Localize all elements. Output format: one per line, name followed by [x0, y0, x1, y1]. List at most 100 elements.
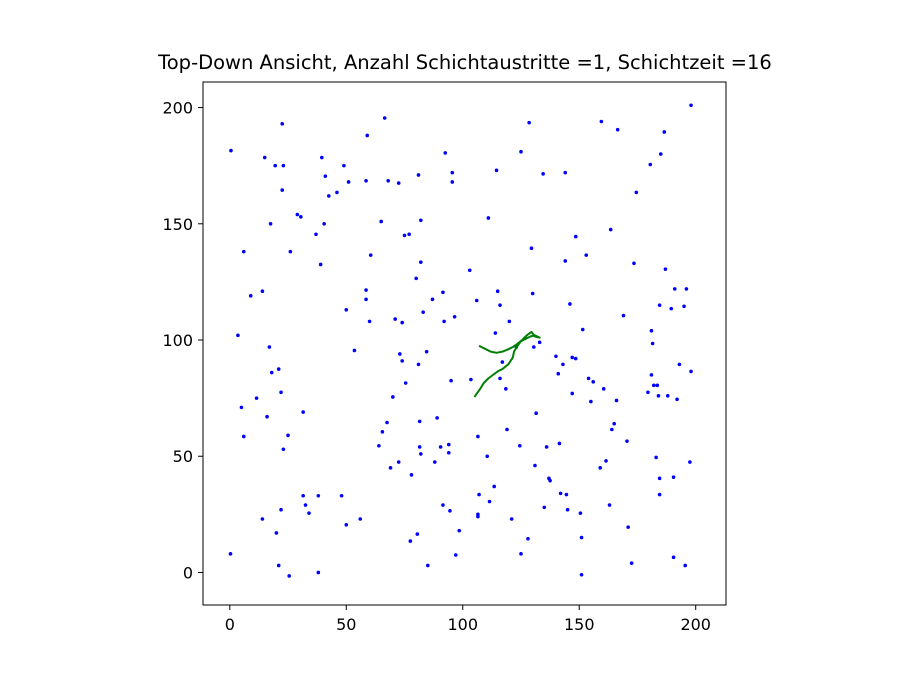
scatter-point	[344, 523, 349, 527]
scatter-point	[260, 517, 265, 521]
x-tick-label: 150	[564, 615, 595, 634]
scatter-point	[599, 119, 604, 124]
scatter-point	[265, 414, 269, 419]
scatter-point	[377, 443, 381, 448]
scatter-point	[342, 163, 346, 168]
scatter-point	[430, 297, 435, 302]
scatter-point	[457, 528, 462, 533]
scatter-point	[426, 563, 430, 568]
scatter-point	[382, 116, 387, 120]
scatter-point	[450, 180, 455, 184]
chart-title: Top-Down Ansicht, Anzahl Schichtaustritt…	[157, 51, 772, 74]
scatter-point	[386, 178, 391, 183]
scatter-point	[586, 376, 591, 381]
scatter-point	[533, 463, 537, 468]
scatter-point	[495, 289, 500, 294]
y-tick-label: 50	[173, 447, 193, 466]
scatter-point	[579, 572, 584, 577]
scatter-point	[415, 532, 420, 536]
scatter-point	[530, 291, 535, 296]
y-tick-label: 150	[162, 215, 193, 234]
scatter-point	[403, 381, 408, 385]
scatter-point	[368, 253, 373, 257]
scatter-point	[657, 303, 662, 307]
scatter-point	[610, 427, 614, 432]
scatter-point	[379, 219, 384, 224]
scatter-point	[441, 503, 445, 507]
plot-frame	[202, 81, 727, 606]
scatter-point	[419, 218, 423, 223]
scatter-point	[446, 442, 451, 447]
scatter-point	[658, 152, 663, 156]
scatter-point	[486, 216, 491, 220]
scatter-point	[446, 450, 451, 455]
scatter-point	[320, 155, 324, 160]
scatter-point	[276, 367, 281, 371]
scatter-point	[236, 333, 240, 338]
scatter-point	[651, 383, 656, 388]
scatter-point	[281, 447, 286, 452]
path-line	[473, 330, 541, 398]
scatter-point	[527, 120, 531, 125]
scatter-point	[682, 304, 686, 309]
scatter-point	[648, 162, 653, 167]
scatter-point	[542, 505, 547, 510]
scatter-point	[279, 390, 283, 395]
scatter-point	[295, 212, 300, 217]
scatter-point	[573, 234, 578, 239]
x-tick-label: 200	[680, 615, 711, 634]
scatter-point	[665, 394, 670, 398]
scatter-point	[452, 314, 457, 319]
scatter-point	[449, 378, 453, 383]
scatter-point	[565, 507, 570, 512]
scatter-point	[228, 552, 233, 556]
scatter-point	[267, 345, 272, 349]
scatter-point	[323, 174, 328, 178]
scatter-point	[612, 421, 616, 426]
scatter-point	[248, 294, 253, 298]
scatter-point	[364, 288, 368, 292]
scatter-point	[657, 476, 662, 481]
scatter-point	[419, 260, 423, 264]
scatter-point	[364, 297, 368, 302]
scatter-point	[303, 503, 308, 507]
scatter-point	[688, 460, 692, 464]
scatter-point	[299, 215, 303, 219]
scatter-point	[443, 151, 448, 155]
scatter-point	[655, 383, 660, 388]
scatter-point	[241, 249, 246, 254]
scatter-point	[416, 173, 421, 177]
scatter-point	[414, 276, 418, 281]
scatter-point	[509, 517, 514, 521]
scatter-point	[288, 249, 293, 254]
scatter-point	[276, 563, 281, 568]
scatter-point	[649, 373, 654, 377]
scatter-point	[498, 376, 502, 381]
scatter-point	[498, 303, 502, 307]
scatter-point	[646, 390, 650, 395]
scatter-point	[314, 232, 318, 237]
scatter-point	[689, 369, 693, 374]
scatter-point	[467, 268, 472, 273]
scatter-point	[662, 130, 667, 134]
scatter-point	[307, 511, 311, 515]
scatter-point	[614, 398, 619, 403]
scatter-point	[280, 188, 285, 192]
scatter-point	[615, 127, 620, 132]
scatter-point	[650, 341, 655, 346]
scatter-point	[492, 484, 497, 489]
scatter-point	[346, 180, 351, 184]
scatter-point	[591, 380, 596, 384]
scatter-point	[570, 391, 575, 396]
scatter-point	[419, 452, 423, 456]
scatter-point	[632, 261, 636, 266]
y-axis: 0 50 100 150 200	[162, 99, 203, 582]
scatter-point	[561, 362, 565, 367]
scatter-point	[683, 563, 688, 568]
scatter-point	[396, 460, 401, 464]
scatter-point	[281, 163, 286, 168]
scatter-point	[570, 355, 575, 360]
scatter-point	[327, 194, 331, 198]
scatter-point	[316, 493, 321, 498]
